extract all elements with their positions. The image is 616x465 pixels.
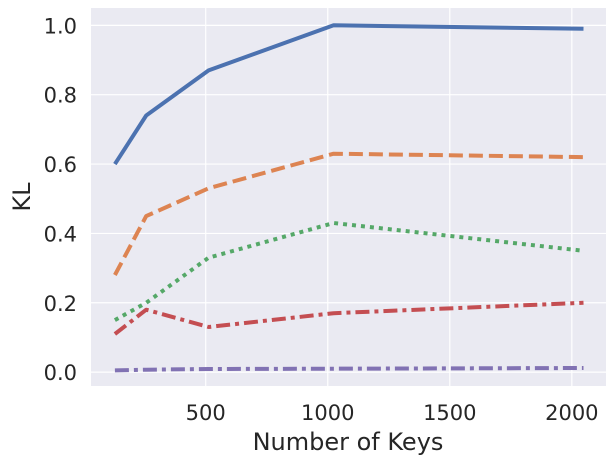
y-tick-label: 0.4: [44, 222, 77, 246]
y-tick-label: 0.6: [44, 153, 77, 177]
x-tick-label: 2000: [545, 401, 598, 425]
x-tick-label: 1000: [301, 401, 354, 425]
series-line-1: [113, 23, 584, 166]
x-tick-labels: 500 1000 1500 2000: [186, 401, 599, 425]
series-line-5: [114, 366, 584, 373]
x-tick-label: 1500: [423, 401, 476, 425]
y-tick-labels: 0.0 0.2 0.4 0.6 0.8 1.0: [44, 14, 77, 385]
series-line-4: [113, 300, 584, 336]
series-line-2: [113, 151, 584, 276]
y-tick-label: 1.0: [44, 14, 77, 38]
y-tick-label: 0.0: [44, 361, 77, 385]
y-tick-label: 0.8: [44, 84, 77, 108]
x-axis-label: Number of Keys: [253, 428, 444, 456]
plot-background: [91, 8, 606, 386]
y-tick-label: 0.2: [44, 292, 77, 316]
y-axis-label: KL: [8, 182, 36, 212]
x-tick-label: 500: [186, 401, 226, 425]
series-line-3: [113, 221, 584, 322]
series-layer: [113, 23, 584, 373]
